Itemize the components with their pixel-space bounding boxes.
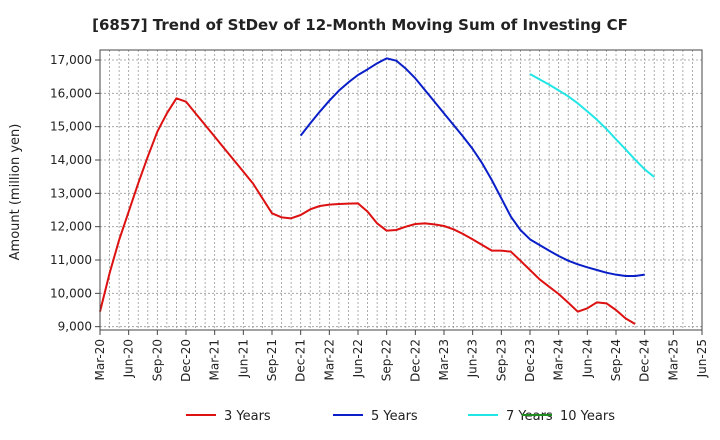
x-tick-label: Jun-23	[466, 339, 480, 378]
series-line-7-years	[529, 73, 655, 178]
x-tick-label: Sep-22	[380, 339, 394, 381]
x-tick-label: Mar-23	[437, 339, 451, 380]
x-tick-label: Jun-25	[695, 339, 709, 378]
x-axis-ticks: Mar-20 Jun-20 Sep-20 Dec-20 Mar-21 Jun-21 Sep-…	[93, 330, 709, 382]
x-tick-label: Dec-24	[638, 339, 652, 382]
y-axis-label: Amount (million yen)	[8, 124, 23, 261]
x-tick-label: Dec-23	[523, 339, 537, 382]
legend-label-5-years: 5 Years	[371, 409, 418, 424]
x-tick-label: Dec-21	[294, 339, 308, 382]
legend-label-10-years: 10 Years	[560, 409, 615, 424]
series-lines	[99, 57, 655, 325]
legend-label-3-years: 3 Years	[224, 409, 271, 424]
x-tick-label: Jun-22	[351, 339, 365, 378]
x-tick-label: Dec-22	[408, 339, 422, 382]
series-line-3-years	[99, 97, 636, 325]
x-tick-label: Sep-24	[609, 339, 623, 381]
x-tick-label: Mar-22	[322, 339, 336, 380]
x-tick-label: Jun-21	[236, 339, 250, 378]
x-tick-label: Sep-21	[265, 339, 279, 381]
y-tick-label: 11,000	[50, 253, 92, 267]
x-tick-label: Mar-21	[208, 339, 222, 380]
y-tick-label: 12,000	[50, 220, 92, 234]
y-tick-label: 17,000	[50, 53, 92, 67]
chart-title: [6857] Trend of StDev of 12-Month Moving…	[92, 16, 628, 34]
x-tick-label: Jun-20	[122, 339, 136, 378]
x-tick-label: Sep-23	[494, 339, 508, 381]
x-tick-label: Mar-24	[552, 339, 566, 380]
y-tick-label: 10,000	[50, 286, 92, 300]
legend: 3 Years 5 Years 7 Years 10 Years	[186, 409, 615, 424]
y-tick-label: 16,000	[50, 86, 92, 100]
y-tick-label: 14,000	[50, 153, 92, 167]
y-tick-label: 15,000	[50, 120, 92, 134]
series-line-5-years	[299, 57, 645, 277]
x-tick-label: Dec-20	[179, 339, 193, 382]
y-axis-ticks: 9,000 10,000 11,000 12,000 13,000 14,000 15,00…	[50, 53, 100, 334]
x-tick-label: Mar-20	[93, 339, 107, 380]
plot-frame	[99, 49, 703, 331]
x-tick-label: Mar-25	[666, 339, 680, 380]
legend-label-7-years: 7 Years	[506, 409, 553, 424]
x-tick-label: Sep-20	[150, 339, 164, 381]
x-tick-label: Jun-24	[580, 339, 594, 378]
grid	[100, 50, 702, 330]
y-tick-label: 13,000	[50, 186, 92, 200]
y-tick-label: 9,000	[58, 320, 92, 334]
